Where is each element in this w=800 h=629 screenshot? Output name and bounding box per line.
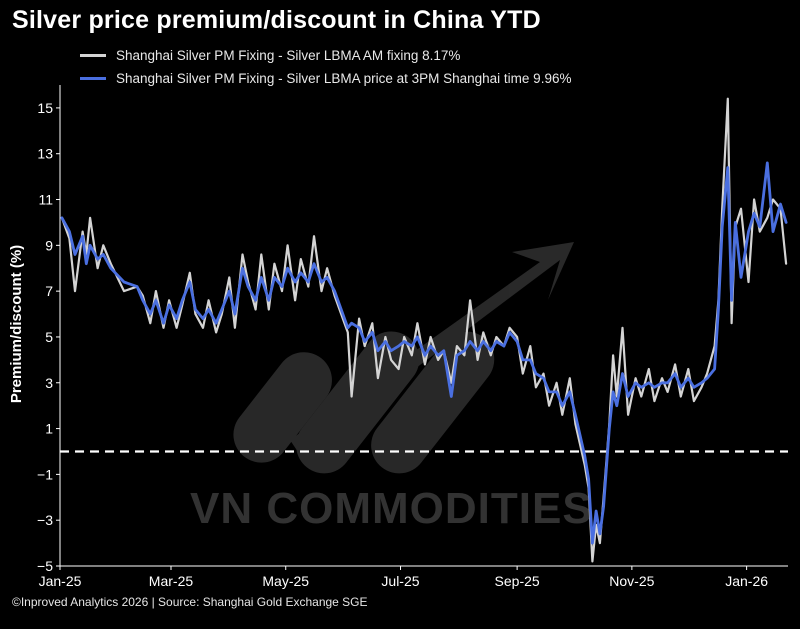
x-tick-label: Sep-25 [495,573,540,589]
legend-swatch-3pm [80,77,106,80]
x-tick-label: Mar-25 [149,573,194,589]
x-tick-label: Jul-25 [381,573,419,589]
y-tick-label: 15 [37,100,53,116]
legend-item-3pm: Shanghai Silver PM Fixing - Silver LBMA … [80,67,571,90]
y-tick-label: −1 [37,466,53,482]
y-tick-label: −3 [37,512,53,528]
x-tick-label: May-25 [262,573,309,589]
legend-label-3pm: Shanghai Silver PM Fixing - Silver LBMA … [116,71,572,86]
y-tick-label: 3 [45,375,53,391]
y-tick-label: 13 [37,146,53,162]
legend: Shanghai Silver PM Fixing - Silver LBMA … [80,44,571,90]
legend-item-am: Shanghai Silver PM Fixing - Silver LBMA … [80,44,571,67]
chart-title: Silver price premium/discount in China Y… [12,6,541,34]
watermark-text: VN COMMODITIES [190,484,593,533]
y-tick-label: 1 [45,421,53,437]
y-tick-label: −5 [37,558,53,574]
y-tick-label: 11 [38,192,53,208]
x-tick-label: Jan-25 [39,573,82,589]
legend-swatch-am [80,54,106,57]
watermark-bar-2 [296,331,420,474]
series-line-3pm-price [60,161,788,545]
y-tick-label: 5 [45,329,53,345]
y-axis-label: Premium/discount (%) [8,245,25,403]
series-layer [60,97,788,563]
y-tick-label: 9 [45,237,53,253]
x-tick-label: Jan-26 [725,573,768,589]
watermark-bar-3 [371,331,495,474]
y-tick-label: 7 [45,283,53,299]
footer-source: ©Inproved Analytics 2026 | Source: Shang… [12,595,368,609]
watermark-bar-1 [233,352,332,463]
x-tick-label: Nov-25 [609,573,654,589]
legend-label-am: Shanghai Silver PM Fixing - Silver LBMA … [116,48,461,63]
